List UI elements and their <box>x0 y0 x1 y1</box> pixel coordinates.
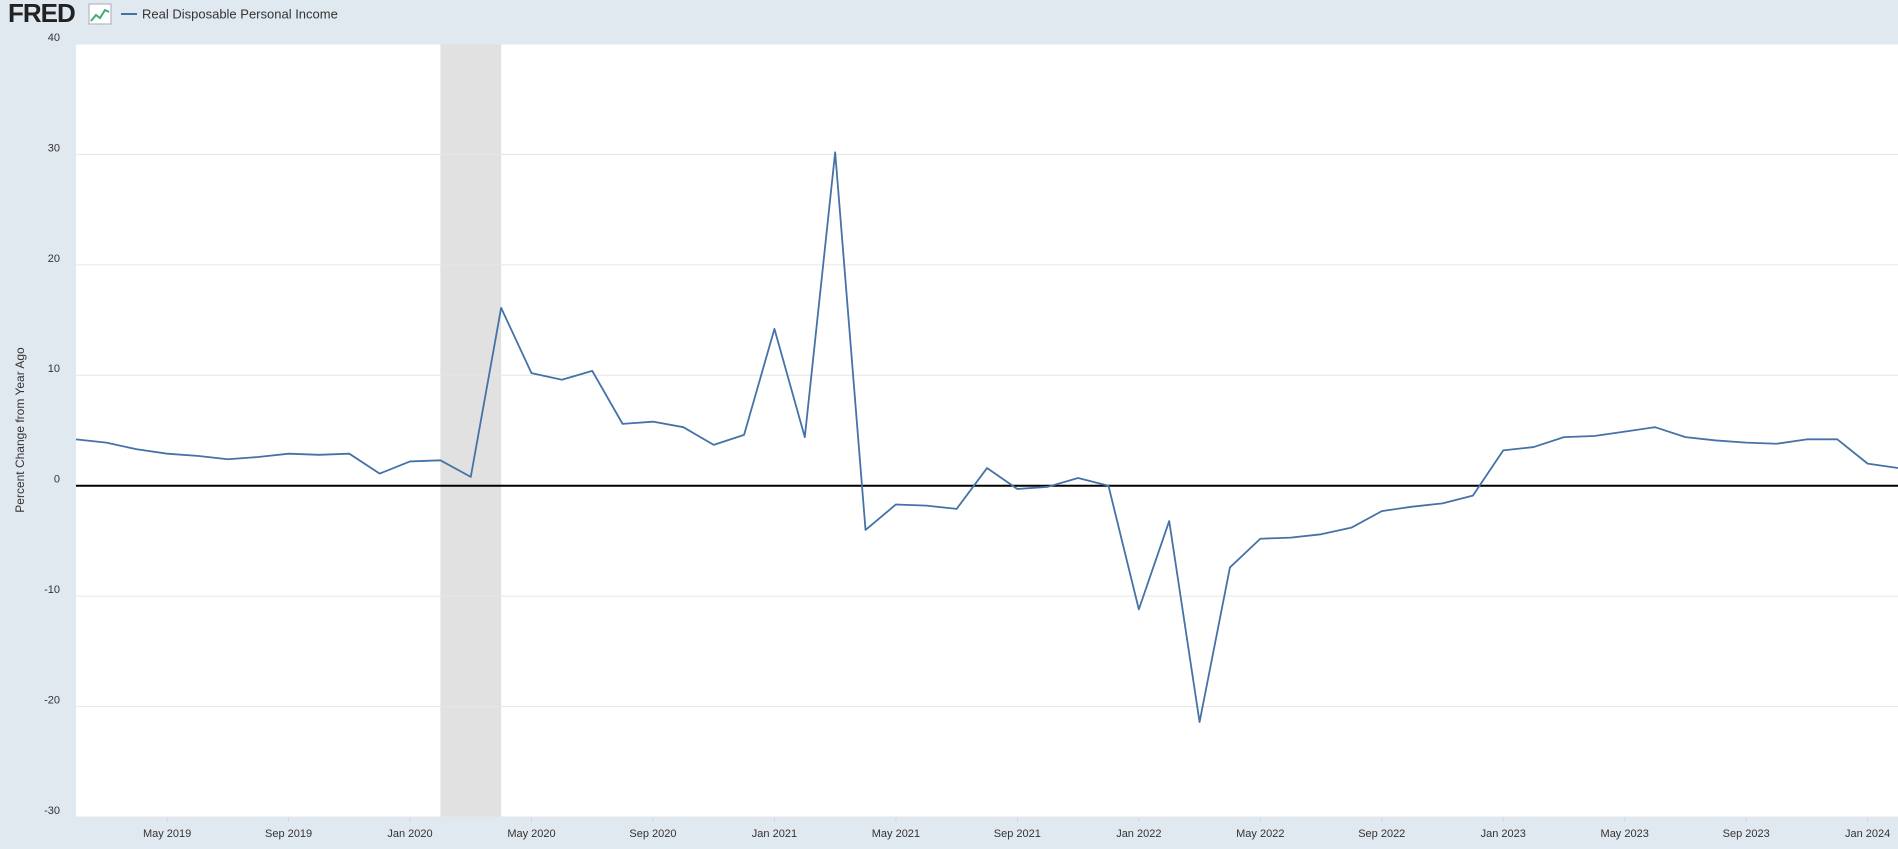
x-tick-label: Sep 2021 <box>994 828 1041 840</box>
logo: FRED <box>8 0 75 28</box>
y-tick-label: -20 <box>44 694 60 706</box>
x-tick-label: Jan 2023 <box>1481 828 1526 840</box>
x-tick-label: Sep 2023 <box>1723 828 1770 840</box>
y-tick-label: 40 <box>48 32 60 44</box>
recession-band <box>440 44 502 817</box>
x-tick-label: Jan 2022 <box>1116 828 1161 840</box>
x-tick-label: Sep 2022 <box>1358 828 1405 840</box>
x-tick-label: May 2020 <box>507 828 555 840</box>
x-tick-label: Sep 2019 <box>265 828 312 840</box>
data-line <box>75 151 1898 723</box>
x-tick-label: Jan 2024 <box>1845 828 1890 840</box>
plot: -30 -20 -10 0 10 20 30 40 May 2019 Sep 2019 Jan 20… <box>44 32 1898 840</box>
x-tick-label: Jan 2020 <box>387 828 432 840</box>
x-tick-label: May 2019 <box>143 828 191 840</box>
x-tick-label: May 2023 <box>1601 828 1649 840</box>
logo-icon <box>88 3 112 25</box>
y-tick-label: 30 <box>48 142 60 154</box>
y-tick-label: 20 <box>48 253 60 265</box>
x-tick-label: May 2021 <box>872 828 920 840</box>
plot-area <box>76 44 1898 817</box>
x-tick-label: Sep 2020 <box>629 828 676 840</box>
y-axis-label: Percent Change from Year Ago <box>13 347 27 513</box>
x-tick-label: May 2022 <box>1236 828 1284 840</box>
x-tick-label: Jan 2021 <box>752 828 797 840</box>
y-tick-label: 10 <box>48 363 60 375</box>
y-tick-label: 0 <box>54 474 60 486</box>
y-tick-label: -30 <box>44 805 60 817</box>
y-tick-label: -10 <box>44 584 60 596</box>
legend-label: Real Disposable Personal Income <box>142 6 338 21</box>
